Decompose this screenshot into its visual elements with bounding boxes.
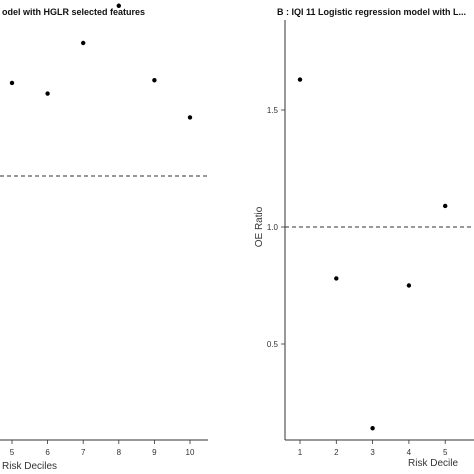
panel-b-data-point	[297, 77, 303, 82]
panel-a-x-tick-label: 10	[186, 448, 195, 457]
panel-a-data-point	[116, 3, 122, 8]
panel-b-y-ticks: 0.5 1.0 1.5	[267, 106, 285, 349]
panel-a-points	[9, 3, 193, 120]
panel-b-y-tick-label: 1.5	[267, 106, 279, 115]
panel-b-x-tick-label: 1	[298, 448, 303, 457]
panel-a-data-point	[81, 40, 86, 46]
panel-b-x-ticks: 1 2 3 4 5	[298, 440, 448, 457]
panel-a-x-tick-label: 9	[152, 448, 157, 457]
panel-a-data-point	[9, 80, 15, 86]
panel-b-y-tick-label: 1.0	[267, 223, 279, 232]
panel-b-x-tick-label: 4	[407, 448, 412, 457]
panel-a-x-ticks: 5 6 7 8 9 10	[10, 440, 195, 457]
panel-a-x-tick-label: 5	[10, 448, 15, 457]
panel-a-x-tick-label: 7	[81, 448, 86, 457]
panel-b-points	[297, 77, 448, 431]
panel-b-data-point	[406, 283, 412, 288]
panel-a-x-tick-label: 8	[117, 448, 122, 457]
panel-b-y-axis-label: OE Ratio	[254, 206, 265, 247]
panel-a-data-point	[187, 115, 193, 120]
panel-b-data-point	[443, 203, 448, 209]
panel-a-x-tick-label: 6	[45, 448, 50, 457]
panel-b-data-point	[370, 426, 375, 431]
panel-b-y-tick-label: 0.5	[267, 340, 279, 349]
panel-a-title: odel with HGLR selected features	[2, 7, 145, 17]
panel-b-title: B : IQI 11 Logistic regression model wit…	[277, 7, 466, 17]
panel-b-x-tick-label: 5	[443, 448, 448, 457]
panel-b-x-axis-label: Risk Decile	[408, 458, 458, 469]
panel-a: odel with HGLR selected features 5 6 7 8 9 10…	[0, 3, 208, 472]
panel-b-data-point	[334, 276, 339, 281]
panel-b-x-tick-label: 3	[370, 448, 375, 457]
panel-a-data-point	[152, 78, 157, 83]
panel-a-x-axis-label: Risk Deciles	[2, 461, 57, 472]
panel-a-data-point	[45, 91, 50, 96]
panel-b: B : IQI 11 Logistic regression model wit…	[254, 7, 474, 469]
panel-b-x-tick-label: 2	[334, 448, 339, 457]
